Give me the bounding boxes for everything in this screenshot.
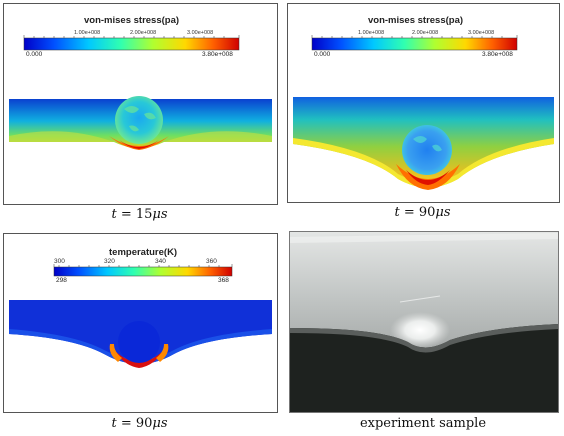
colorbar-tick-label: 360 [206,258,217,265]
projectile-ball [115,96,163,144]
colorbar-max-label: 3.80e+008 [202,51,233,58]
colorbar-max-label: 368 [218,277,229,284]
colorbar-gradient [23,37,240,51]
stress-panel-15us: von-mises stress(pa) 1.00e+008 2.00e+008… [3,3,278,205]
caption-value: 90 [135,416,153,431]
colorbar-max-label: 3.80e+008 [482,51,513,58]
caption-var: t [111,207,117,222]
caption-unit: μs [435,205,451,220]
temperature-simulation-plot-90us [9,264,272,368]
caption-unit: μs [152,207,168,222]
colorbar-gradient [311,37,518,51]
caption-value: 90 [418,205,436,220]
colorbar-min-label: 298 [56,277,67,284]
colorbar-title: temperature(K) [109,247,178,258]
colorbar-tick-label: 320 [104,258,115,265]
stress-simulation-plot-90us [293,35,554,190]
experiment-photo [290,232,558,412]
colorbar-title: von-mises stress(pa) [368,15,464,26]
caption-value: 15 [135,207,153,222]
colorbar-minor-ticks [23,35,240,38]
stress-simulation-plot-15us [9,35,272,150]
colorbar-minor-ticks [53,264,233,267]
colorbar-min-label: 0.000 [26,51,43,58]
experiment-photo-panel [289,231,559,413]
colorbar-tick-label: 340 [155,258,166,265]
deformed-sheet [290,232,558,348]
projectile-ball [402,125,452,175]
stress-panel-90us: von-mises stress(pa) 1.00e+008 2.00e+008… [287,3,560,203]
caption-stress-90us: t = 90μs [394,205,451,220]
caption-var: t [394,205,400,220]
colorbar-gradient [53,266,233,277]
caption-var: t [111,416,117,431]
colorbar-min-label: 0.000 [314,51,331,58]
temperature-panel-90us: temperature(K) 300 320 340 360 298 368 [3,233,278,413]
colorbar-tick-label: 1.00e+008 [358,30,385,36]
impact-zone [114,350,164,368]
colorbar-minor-ticks [311,35,518,38]
colorbar-tick-label: 3.00e+008 [468,30,495,36]
colorbar-tick-label: 300 [54,258,65,265]
caption-temperature-90us: t = 90μs [111,416,168,431]
caption-stress-15us: t = 15μs [111,207,168,222]
impact-zone [396,164,460,190]
caption-unit: μs [152,416,168,431]
colorbar-title: von-mises stress(pa) [84,15,180,26]
projectile-ball [118,321,160,363]
colorbar-tick-label: 2.00e+008 [130,30,157,36]
caption-experiment: experiment sample [359,416,487,431]
sheet-edge [290,324,558,353]
impact-glare [390,312,450,348]
colorbar-tick-label: 1.00e+008 [74,30,101,36]
colorbar-tick-label: 3.00e+008 [187,30,214,36]
colorbar-tick-label: 2.00e+008 [412,30,439,36]
